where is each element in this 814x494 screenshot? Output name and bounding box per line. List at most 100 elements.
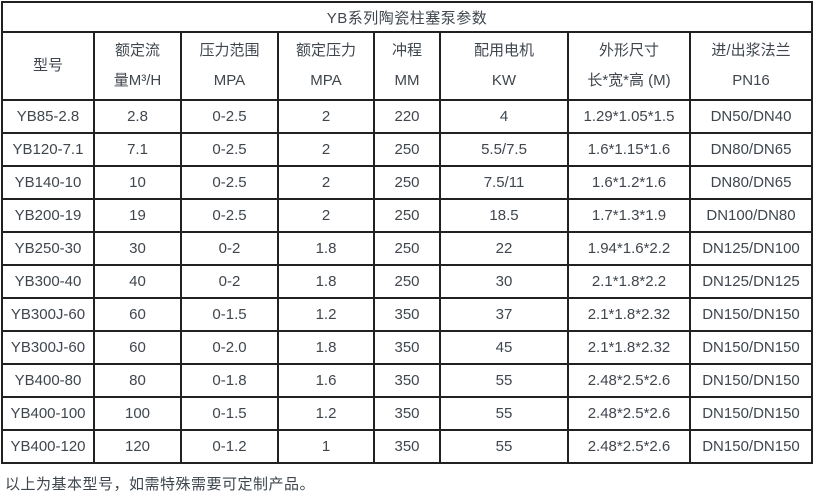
column-header-line2: MM <box>394 72 420 89</box>
model-cell: YB300J-60 <box>1 297 95 332</box>
value-cell: 19 <box>93 198 182 233</box>
model-cell: YB200-19 <box>1 198 95 233</box>
value-cell: 30 <box>439 264 569 299</box>
value-cell: 18.5 <box>439 198 569 233</box>
table-row: YB250-30 30 0-2 1.8 250 22 1.94*1.6*2.2 DN125/D… <box>1 231 814 266</box>
value-cell: DN50/DN40 <box>688 99 814 134</box>
column-header: 冲程 MM <box>373 31 441 101</box>
header-row: 型号 额定流 量M³/H 压力范围 MPA 额定压力 MPA 冲程 MM 配用电机 KW 外形尺寸 长*… <box>1 31 814 101</box>
value-cell: 1.6*1.15*1.6 <box>567 132 691 167</box>
table-row: YB300J-60 60 0-2.0 1.8 350 45 2.1*1.8*2.32 DN15… <box>1 330 814 365</box>
column-header: 额定压力 MPA <box>277 31 375 101</box>
value-cell: 1.29*1.05*1.5 <box>567 99 691 134</box>
model-cell: YB400-100 <box>1 396 95 431</box>
value-cell: 220 <box>373 99 441 134</box>
value-cell: 350 <box>373 429 441 464</box>
model-cell: YB400-120 <box>1 429 95 464</box>
value-cell: 250 <box>373 165 441 200</box>
column-header: 外形尺寸 长*宽*高 (M) <box>567 31 691 101</box>
value-cell: 0-2 <box>180 231 279 266</box>
column-header-line1: 型号 <box>32 57 63 74</box>
column-header-line2: MPA <box>213 72 246 89</box>
column-header: 进/出浆法兰 PN16 <box>688 31 814 101</box>
value-cell: DN150/DN150 <box>688 330 814 365</box>
value-cell: DN80/DN65 <box>688 165 814 200</box>
column-header: 压力范围 MPA <box>180 31 279 101</box>
column-header-line1: 配用电机 <box>473 42 534 59</box>
value-cell: 0-2.5 <box>180 198 279 233</box>
value-cell: 80 <box>93 363 182 398</box>
column-header-line2: 量M³/H <box>113 72 162 89</box>
model-cell: YB85-2.8 <box>1 99 95 134</box>
value-cell: 350 <box>373 396 441 431</box>
value-cell: 10 <box>93 165 182 200</box>
table-row: YB400-100 100 0-1.5 1.2 350 55 2.48*2.5*2.6 DN1… <box>1 396 814 431</box>
table-body: YB85-2.8 2.8 0-2.5 2 220 4 1.29*1.05*1.5 DN50/D… <box>1 99 814 464</box>
value-cell: 250 <box>373 132 441 167</box>
value-cell: 2.48*2.5*2.6 <box>567 429 691 464</box>
value-cell: 0-2.5 <box>180 132 279 167</box>
value-cell: DN150/DN150 <box>688 363 814 398</box>
model-cell: YB300-40 <box>1 264 95 299</box>
value-cell: DN150/DN150 <box>688 297 814 332</box>
table-row: YB400-120 120 0-1.2 1 350 55 2.48*2.5*2.6 DN150… <box>1 429 814 464</box>
value-cell: DN100/DN80 <box>688 198 814 233</box>
value-cell: 350 <box>373 297 441 332</box>
table-title: YB系列陶瓷柱塞泵参数 <box>0 1 814 33</box>
column-header: 额定流 量M³/H <box>93 31 182 101</box>
table-row: YB120-7.1 7.1 0-2.5 2 250 5.5/7.5 1.6*1.15*1.6… <box>1 132 814 167</box>
value-cell: 2.8 <box>93 99 182 134</box>
value-cell: 22 <box>439 231 569 266</box>
value-cell: 55 <box>439 396 569 431</box>
value-cell: 0-1.5 <box>180 297 279 332</box>
value-cell: 0-1.8 <box>180 363 279 398</box>
value-cell: DN80/DN65 <box>688 132 814 167</box>
value-cell: 1.2 <box>277 297 375 332</box>
model-cell: YB250-30 <box>1 231 95 266</box>
model-cell: YB140-10 <box>1 165 95 200</box>
value-cell: 7.5/11 <box>439 165 569 200</box>
value-cell: 2.1*1.8*2.32 <box>567 330 691 365</box>
value-cell: 60 <box>93 297 182 332</box>
value-cell: 1.6 <box>277 363 375 398</box>
column-header-line2: PN16 <box>732 72 770 89</box>
column-header-line1: 冲程 <box>391 42 422 59</box>
value-cell: 40 <box>93 264 182 299</box>
value-cell: 45 <box>439 330 569 365</box>
value-cell: 250 <box>373 264 441 299</box>
value-cell: 2 <box>277 165 375 200</box>
value-cell: 350 <box>373 330 441 365</box>
value-cell: 5.5/7.5 <box>439 132 569 167</box>
value-cell: DN150/DN150 <box>688 429 814 464</box>
table-row: YB140-10 10 0-2.5 2 250 7.5/11 1.6*1.2*1.6 DN80… <box>1 165 814 200</box>
column-header: 配用电机 KW <box>439 31 569 101</box>
value-cell: 1.6*1.2*1.6 <box>567 165 691 200</box>
value-cell: 2.48*2.5*2.6 <box>567 396 691 431</box>
value-cell: 4 <box>439 99 569 134</box>
column-header-line2: MPA <box>310 72 342 89</box>
table-row: YB85-2.8 2.8 0-2.5 2 220 4 1.29*1.05*1.5 DN50/D… <box>1 99 814 134</box>
value-cell: 1.8 <box>277 231 375 266</box>
value-cell: 1.8 <box>277 264 375 299</box>
column-header-line2: KW <box>491 72 517 89</box>
value-cell: DN125/DN125 <box>688 264 814 299</box>
value-cell: 0-2.5 <box>180 99 279 134</box>
table-row: YB200-19 19 0-2.5 2 250 18.5 1.7*1.3*1.9 DN100/… <box>1 198 814 233</box>
column-header-line2: 长*宽*高 (M) <box>587 72 671 89</box>
model-cell: YB120-7.1 <box>1 132 95 167</box>
column-header-line1: 进/出浆法兰 <box>711 42 791 59</box>
model-cell: YB300J-60 <box>1 330 95 365</box>
model-cell: YB400-80 <box>1 363 95 398</box>
value-cell: 55 <box>439 429 569 464</box>
value-cell: 7.1 <box>93 132 182 167</box>
value-cell: 2 <box>277 132 375 167</box>
table-row: YB300J-60 60 0-1.5 1.2 350 37 2.1*1.8*2.32 DN15… <box>1 297 814 332</box>
value-cell: 1 <box>277 429 375 464</box>
value-cell: 1.2 <box>277 396 375 431</box>
value-cell: 0-2.5 <box>180 165 279 200</box>
value-cell: DN125/DN100 <box>688 231 814 266</box>
value-cell: 1.94*1.6*2.2 <box>567 231 691 266</box>
value-cell: 30 <box>93 231 182 266</box>
table-row: YB300-40 40 0-2 1.8 250 30 2.1*1.8*2.2 DN125/DN… <box>1 264 814 299</box>
